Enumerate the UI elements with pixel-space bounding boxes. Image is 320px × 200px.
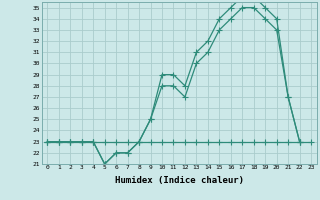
X-axis label: Humidex (Indice chaleur): Humidex (Indice chaleur): [115, 176, 244, 185]
